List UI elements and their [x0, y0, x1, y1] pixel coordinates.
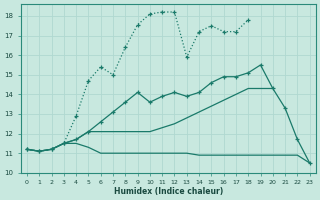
X-axis label: Humidex (Indice chaleur): Humidex (Indice chaleur) — [114, 187, 223, 196]
